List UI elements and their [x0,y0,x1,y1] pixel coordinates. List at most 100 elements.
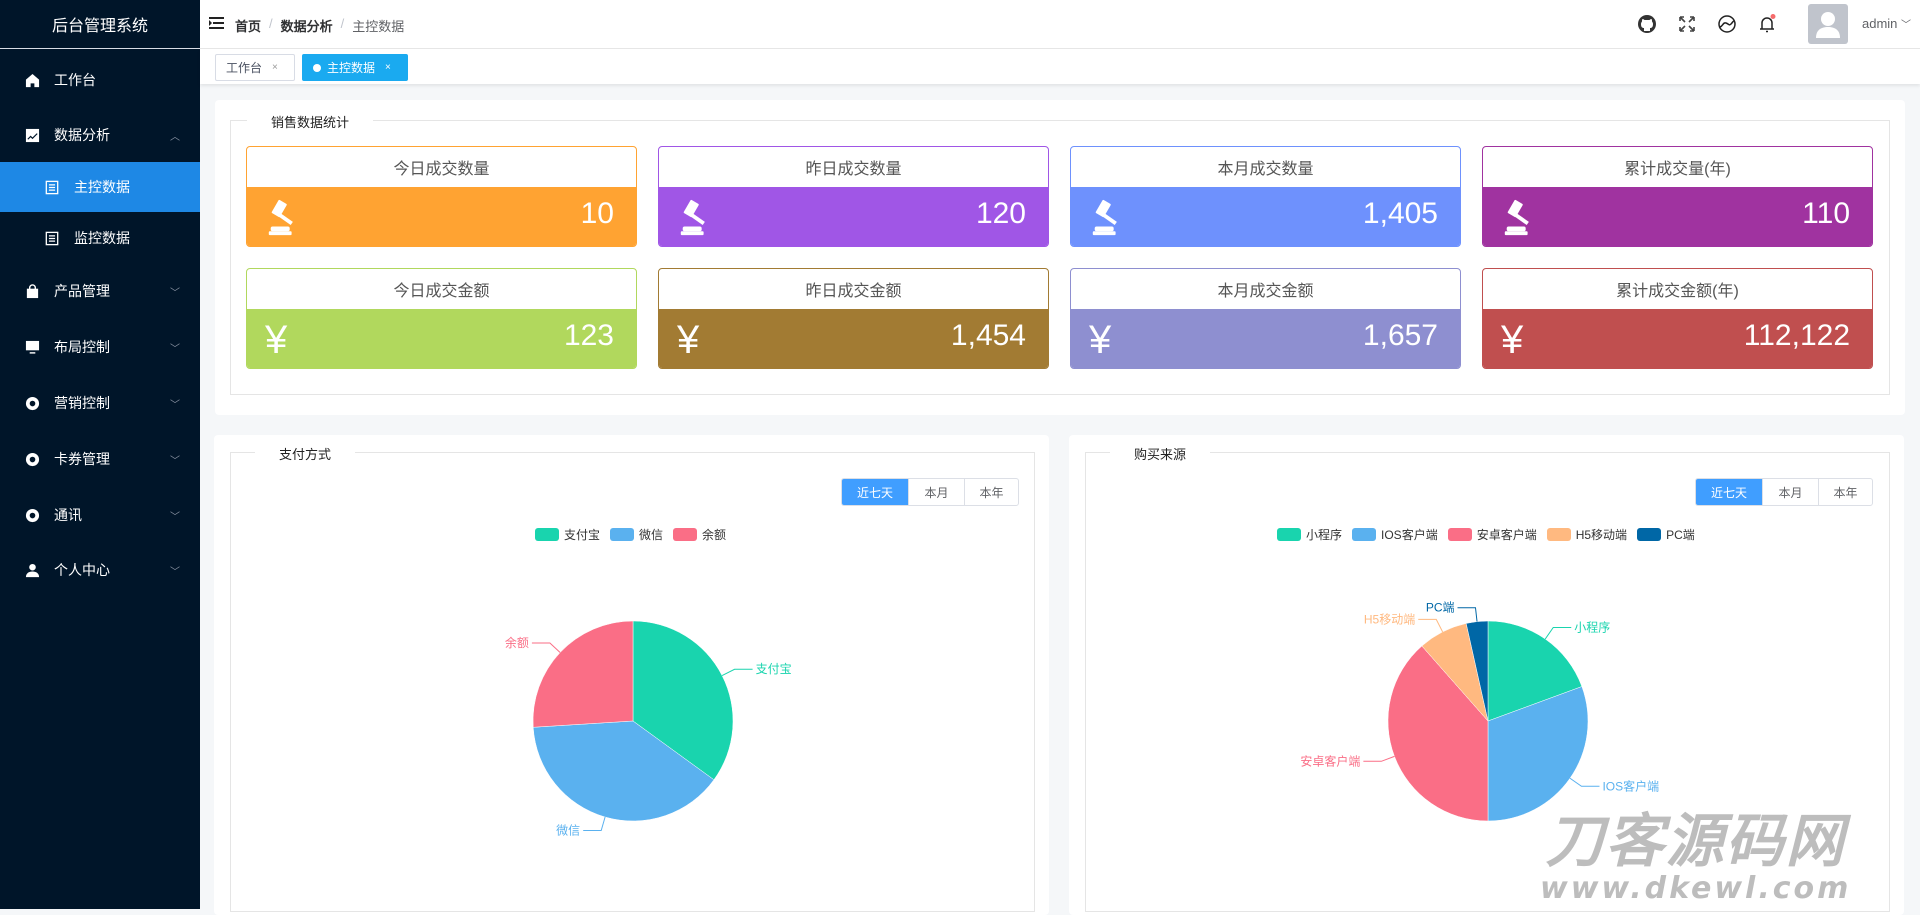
stat-card: 昨日成交金额 ¥1,454 [658,268,1049,369]
range-month-button[interactable]: 本月 [908,479,964,505]
stat-card: 本月成交金额 ¥1,657 [1070,268,1461,369]
tab-main-data[interactable]: 主控数据 × [302,54,408,81]
legend-swatch [673,528,698,541]
close-icon[interactable]: × [385,62,391,73]
document-icon [44,230,60,246]
pie-slice[interactable] [1387,645,1489,822]
fullscreen-icon[interactable] [1677,14,1697,34]
stat-label: 今日成交金额 [393,283,490,300]
stat-value: 1,405 [1362,197,1438,230]
pie-label-line [1418,618,1444,633]
sidebar-item-8[interactable]: 通讯 ﹀ [0,490,200,540]
payment-legend: 支付宝 微信 余额 [535,526,726,543]
pie-label: 微信 [556,823,580,837]
stat-card: 昨日成交数量 120 [658,146,1049,247]
sidebar-item-7[interactable]: 卡券管理 ﹀ [0,434,200,484]
legend-item[interactable]: 支付宝 [535,526,600,543]
sidebar-item-3[interactable]: 监控数据 [0,213,200,263]
lifebuoy-icon [24,395,40,411]
range-year-button[interactable]: 本年 [1818,479,1872,505]
pie-label: 支付宝 [756,662,792,676]
sidebar-item-1[interactable]: 数据分析 ︿ [0,110,200,160]
stat-card: 累计成交金额(年) ¥112,122 [1482,268,1873,369]
stat-body: 1,405 [1071,187,1460,246]
range-month-button[interactable]: 本月 [1762,479,1818,505]
stat-value: 1,657 [1362,319,1438,352]
monitor-icon [24,339,40,355]
legend-item[interactable]: H5移动端 [1546,526,1628,543]
legend-item[interactable]: 安卓客户端 [1447,526,1537,543]
legend-swatch [1352,528,1377,541]
avatar[interactable] [1808,4,1848,44]
legend-swatch [1546,528,1571,541]
sidebar-item-0[interactable]: 工作台 [0,55,200,105]
stat-body: ¥112,122 [1483,309,1872,368]
range-year-button[interactable]: 本年 [964,479,1018,505]
yen-icon: ¥ [677,318,700,362]
breadcrumb-separator: / [340,16,345,31]
legend-item[interactable]: 余额 [673,526,726,543]
stat-body: 10 [247,187,636,246]
legend-swatch [1637,528,1662,541]
source-panel: 购买来源 近七天 本月 本年 小程序 IOS客户端 安卓客户端 H5移动端 PC端 小程… [1069,435,1904,915]
sales-fieldset: 销售数据统计 [230,112,1890,395]
legend-item[interactable]: 微信 [610,526,663,543]
legend-item[interactable]: 小程序 [1277,526,1342,543]
sidebar-item-4[interactable]: 产品管理 ﹀ [0,266,200,316]
stat-label: 累计成交金额(年) [1616,283,1739,300]
source-legend: 小程序 IOS客户端 安卓客户端 H5移动端 PC端 [1277,526,1695,543]
theme-icon[interactable] [1717,14,1737,34]
stat-card: 今日成交数量 10 [246,146,637,247]
menu-toggle-icon[interactable] [209,17,224,29]
user-icon [24,562,40,578]
sidebar-item-label: 数据分析 [54,127,110,143]
breadcrumb-data-analysis[interactable]: 数据分析 [280,19,333,34]
sidebar-item-2[interactable]: 主控数据 [0,162,200,212]
user-avatar-icon [1816,12,1840,38]
breadcrumb-home[interactable]: 首页 [235,19,262,34]
pie-label: 安卓客户端 [1300,753,1360,768]
source-title: 购买来源 [1110,444,1211,463]
stat-label: 累计成交量(年) [1624,161,1731,178]
pie-label-line [1457,607,1478,622]
sidebar-item-5[interactable]: 布局控制 ﹀ [0,322,200,372]
legend-item[interactable]: PC端 [1637,526,1695,543]
yen-icon: ¥ [265,318,288,362]
stat-value: 120 [975,197,1026,230]
username: admin [1862,16,1898,31]
pie-slice[interactable] [1487,620,1583,722]
pie-label: 余额 [505,635,529,650]
legend-label: H5移动端 [1575,528,1628,542]
legend-item[interactable]: IOS客户端 [1352,526,1438,543]
sidebar-item-9[interactable]: 个人中心 ﹀ [0,545,200,595]
stat-body: ¥1,454 [659,309,1048,368]
pie-label-line [531,642,561,653]
tab-label: 工作台 [226,61,263,75]
sidebar-item-6[interactable]: 营销控制 ﹀ [0,378,200,428]
stat-label: 昨日成交数量 [805,161,902,178]
stat-body: ¥1,657 [1071,309,1460,368]
pie-label: IOS客户端 [1602,778,1659,793]
legend-swatch [1447,528,1472,541]
legend-label: IOS客户端 [1381,528,1438,542]
close-icon[interactable]: × [272,62,278,73]
sidebar-item-label: 工作台 [54,72,96,88]
range-7days-button[interactable]: 近七天 [842,479,908,505]
sidebar-item-label: 主控数据 [74,179,130,195]
pie-slice[interactable] [632,620,734,781]
notification-bell-icon[interactable] [1757,14,1777,34]
notification-dot [1770,14,1776,19]
user-menu[interactable]: admin ﹀ [1862,16,1911,31]
tab-workbench[interactable]: 工作台 × [215,54,295,81]
legend-label: 安卓客户端 [1476,528,1537,542]
pie-slice[interactable] [532,620,634,728]
chevron-down-icon: ﹀ [170,511,180,523]
payment-range-group: 近七天 本月 本年 [841,478,1019,506]
github-icon[interactable] [1637,14,1657,34]
range-7days-button[interactable]: 近七天 [1696,479,1762,505]
stat-card: 本月成交数量 1,405 [1070,146,1461,247]
chevron-down-icon: ﹀ [170,455,180,467]
pie-slice[interactable] [1487,686,1589,822]
stat-label: 本月成交金额 [1217,283,1314,300]
sidebar-item-label: 个人中心 [54,562,110,578]
